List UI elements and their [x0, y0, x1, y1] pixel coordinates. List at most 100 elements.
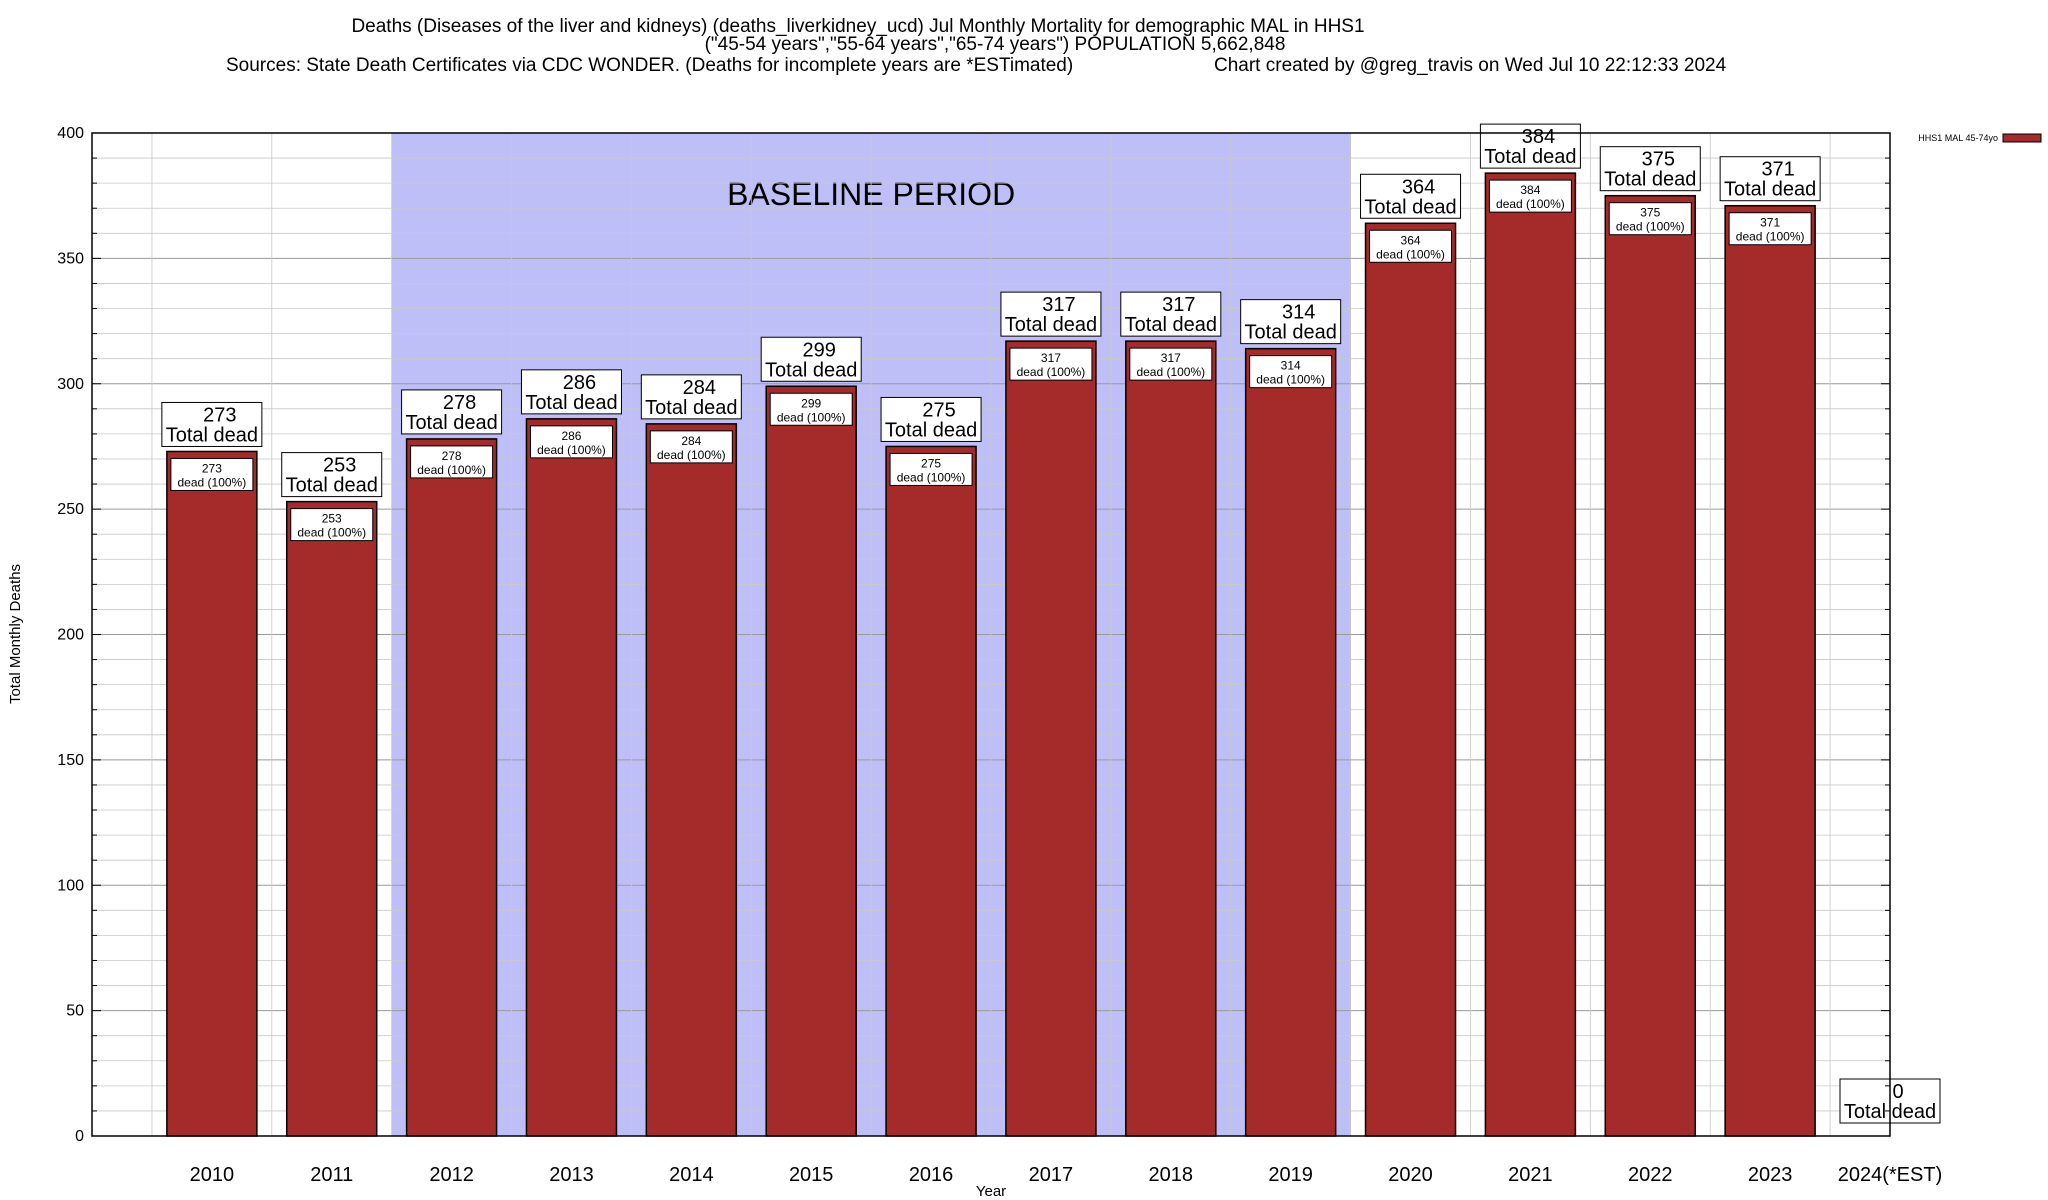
title-line-2: ("45-54 years","55-64 years","65-74 year… [705, 34, 1286, 55]
total-label-value: 0 [1892, 1081, 1903, 1103]
inner-label-value: 314 [1281, 359, 1301, 373]
inner-label-value: 284 [681, 434, 701, 448]
inner-label-box [1129, 347, 1213, 381]
x-tick-label: 2016 [909, 1164, 954, 1186]
inner-label-value: 317 [1041, 351, 1061, 365]
total-label-box [1240, 299, 1342, 345]
inner-label-box [410, 445, 494, 479]
y-tick-label: 350 [57, 250, 84, 267]
inner-label-text: dead (100%) [1376, 247, 1445, 261]
total-label-text: Total dead [405, 412, 497, 434]
inner-label-value: 317 [1161, 351, 1181, 365]
x-tick-label: 2023 [1748, 1164, 1793, 1186]
total-label-value: 284 [683, 377, 716, 399]
inner-label-box [649, 430, 733, 464]
total-label-text: Total dead [525, 392, 617, 414]
total-label-box [1599, 146, 1701, 192]
inner-label-text: dead (100%) [1256, 373, 1325, 387]
inner-label-box [1369, 229, 1453, 263]
bar-2018 [1125, 340, 1217, 1137]
bar-2011 [285, 500, 378, 1137]
total-label-text: Total dead [885, 419, 977, 441]
title-line-3-sources: Sources: State Death Certificates via CD… [226, 55, 1073, 76]
bar-2015 [765, 385, 857, 1137]
inner-label-text: dead (100%) [1736, 230, 1805, 244]
inner-label-box [769, 392, 853, 426]
inner-label-text: dead (100%) [657, 448, 726, 462]
x-tick-label: 2013 [549, 1164, 594, 1186]
inner-label-text: dead (100%) [178, 475, 247, 489]
total-label-value: 364 [1402, 176, 1435, 198]
y-tick-label: 150 [57, 752, 84, 769]
total-label-text: Total dead [1364, 196, 1456, 218]
total-label-text: Total dead [645, 397, 737, 419]
inner-label-box [889, 452, 973, 486]
total-label-box [1479, 123, 1581, 169]
total-label-text: Total dead [166, 424, 258, 446]
inner-label-box [1488, 179, 1572, 213]
bar-2013 [525, 418, 618, 1137]
y-tick-label: 0 [75, 1128, 84, 1145]
legend: HHS1 MAL 45-74yo [1918, 133, 2042, 143]
total-label-value: 253 [323, 455, 356, 477]
total-label-text: Total dead [1005, 314, 1097, 336]
inner-label-box [1249, 355, 1333, 389]
total-label-box [880, 396, 982, 442]
inner-label-text: dead (100%) [777, 410, 846, 424]
y-tick-label: 400 [57, 125, 84, 142]
total-label-value: 273 [203, 404, 236, 426]
bar-2022 [1604, 194, 1697, 1137]
y-axis-label: Total Monthly Deaths [7, 564, 24, 704]
inner-label-value: 273 [202, 461, 222, 475]
total-label-value: 275 [922, 399, 955, 421]
inner-label-value: 371 [1760, 216, 1780, 230]
total-label-box [161, 401, 263, 447]
inner-label-value: 375 [1640, 206, 1660, 220]
inner-label-value: 253 [322, 512, 342, 526]
total-label-value: 314 [1282, 302, 1315, 324]
inner-label-text: dead (100%) [897, 470, 966, 484]
total-label-box [640, 374, 742, 420]
y-tick-label: 50 [66, 1003, 84, 1020]
inner-label-value: 299 [801, 396, 821, 410]
x-tick-label: 2024(*EST) [1838, 1164, 1943, 1186]
total-label-box [760, 336, 862, 382]
x-tick-label: 2019 [1268, 1164, 1313, 1186]
bar-2019 [1244, 347, 1337, 1137]
chart-title: Deaths (Diseases of the liver and kidney… [226, 16, 1727, 76]
inner-label-box [1728, 212, 1812, 246]
bar-2017 [1005, 340, 1097, 1137]
x-tick-label: 2011 [310, 1164, 353, 1186]
total-label-text: Total dead [1245, 322, 1337, 344]
bar-2016 [885, 445, 977, 1137]
x-tick-label: 2021 [1508, 1164, 1553, 1186]
y-tick-label: 250 [57, 501, 84, 518]
y-tick-label: 200 [57, 627, 84, 644]
inner-label-box [170, 457, 254, 491]
inner-label-text: dead (100%) [1136, 365, 1205, 379]
title-line-3-credit: Chart created by @greg_travis on Wed Jul… [1214, 55, 1727, 76]
total-label-text: Total dead [1604, 169, 1696, 191]
inner-label-value: 278 [442, 449, 462, 463]
total-label-value: 384 [1522, 126, 1555, 148]
total-label-box [281, 452, 383, 498]
inner-label-text: dead (100%) [1017, 365, 1086, 379]
x-tick-label: 2014 [669, 1164, 714, 1186]
x-tick-label: 2015 [789, 1164, 834, 1186]
x-axis-label: Year [976, 1183, 1006, 1200]
total-label-value: 375 [1642, 149, 1675, 171]
x-tick-label: 2010 [190, 1164, 235, 1186]
bar-2010 [166, 450, 258, 1137]
legend-label: HHS1 MAL 45-74yo [1918, 133, 1998, 143]
total-label-value: 317 [1042, 294, 1075, 316]
total-label-value: 286 [563, 372, 596, 394]
inner-label-value: 275 [921, 456, 941, 470]
x-tick-label: 2018 [1149, 1164, 1194, 1186]
inner-label-box [529, 425, 613, 459]
x-tick-label: 2012 [429, 1164, 474, 1186]
total-label-box [520, 369, 622, 415]
total-label-text: Total dead [286, 475, 378, 497]
total-label-value: 299 [803, 339, 836, 361]
bar-2014 [645, 423, 738, 1137]
